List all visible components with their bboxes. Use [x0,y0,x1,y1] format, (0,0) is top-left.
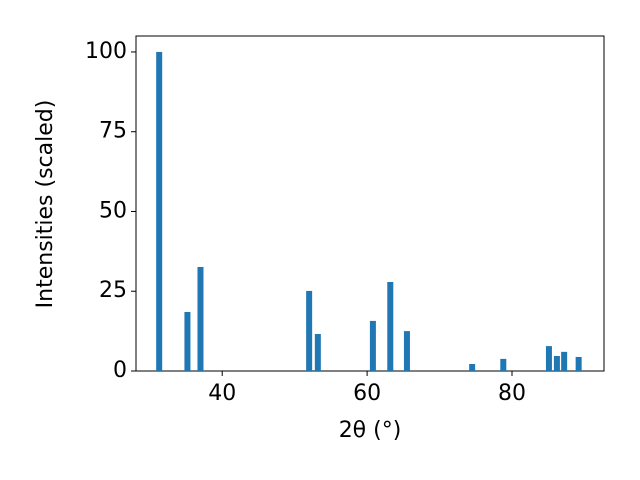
bar [403,331,410,371]
bar [314,333,321,371]
y-tick-label: 0 [113,358,127,383]
x-tick-label: 80 [498,381,526,406]
y-tick-label: 50 [99,198,127,223]
x-axis-label: 2θ (°) [339,418,402,443]
bar [156,51,163,371]
y-tick-label: 75 [99,119,127,144]
x-tick-label: 40 [208,381,236,406]
y-tick-label: 100 [85,39,127,64]
y-tick-label: 25 [99,278,127,303]
bar [561,351,568,371]
bar [545,346,552,371]
bar [387,281,394,371]
plot-frame [135,35,605,372]
bar [500,358,507,371]
bar [306,290,313,371]
bar [197,266,204,371]
y-axis-label: Intensities (scaled) [33,100,58,309]
x-tick-label: 60 [353,381,381,406]
bar [553,356,560,371]
bar [369,320,376,371]
bar [575,356,582,371]
bar [184,311,191,371]
bar [469,363,476,371]
